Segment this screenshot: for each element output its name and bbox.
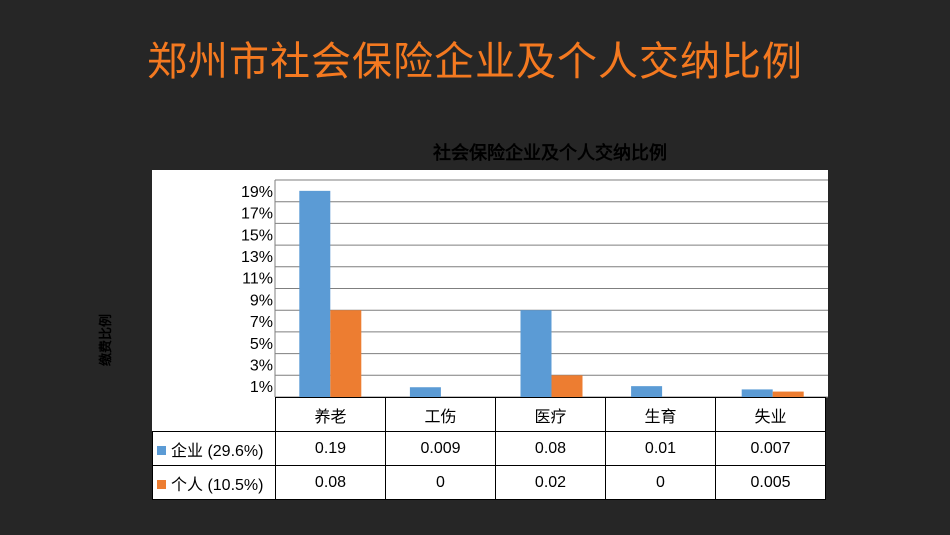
data-label: 0.01 xyxy=(605,431,716,466)
bar-enterprise-3 xyxy=(631,386,663,397)
data-label: 0.007 xyxy=(715,431,826,466)
y-tick-label: 1% xyxy=(250,379,273,396)
y-tick-label: 7% xyxy=(250,314,273,331)
y-tick-label: 5% xyxy=(250,336,273,353)
data-label: 0 xyxy=(385,465,496,500)
bar-individual-2 xyxy=(551,375,583,397)
category-label: 医疗 xyxy=(495,397,606,432)
table-corner xyxy=(152,397,276,432)
y-tick-label: 17% xyxy=(241,206,273,223)
slide-title: 郑州市社会保险企业及个人交纳比例 xyxy=(147,39,803,85)
data-table: 养老 工伤 医疗 生育 失业 企业 (29.6%) 0.19 0.009 0.0… xyxy=(152,397,826,500)
series-name: 个人 (10.5%) xyxy=(171,476,264,494)
y-tick-label: 11% xyxy=(242,271,273,288)
y-tick-label: 13% xyxy=(241,249,273,266)
category-label: 工伤 xyxy=(385,397,496,432)
data-label: 0.009 xyxy=(385,431,496,466)
y-tick-label: 3% xyxy=(250,357,273,374)
category-label: 养老 xyxy=(275,397,386,432)
chart-title: 社会保险企业及个人交纳比例 xyxy=(433,143,667,164)
bars xyxy=(299,190,804,397)
y-tick-label: 19% xyxy=(241,184,273,201)
table-header-row: 养老 工伤 医疗 生育 失业 xyxy=(152,397,826,432)
data-label: 0 xyxy=(605,465,716,500)
plot-background xyxy=(152,170,828,397)
data-label: 0.19 xyxy=(275,431,386,466)
table-row: 企业 (29.6%) 0.19 0.009 0.08 0.01 0.007 xyxy=(152,431,826,466)
legend-swatch xyxy=(157,479,166,489)
data-label: 0.02 xyxy=(495,465,606,500)
category-label: 失业 xyxy=(715,397,826,432)
legend-entry-individual: 个人 (10.5%) xyxy=(152,465,276,500)
y-tick-label: 15% xyxy=(241,227,273,244)
table-row: 个人 (10.5%) 0.08 0 0.02 0 0.005 xyxy=(152,465,826,500)
y-tick-label: 9% xyxy=(250,292,273,309)
y-tick-labels: 19% 17% 15% 13% 11% 9% 7% 5% 3% 1% xyxy=(241,184,273,396)
bar-individual-4 xyxy=(772,391,804,397)
data-label: 0.005 xyxy=(715,465,826,500)
bar-enterprise-2 xyxy=(520,310,552,397)
legend-entry-enterprise: 企业 (29.6%) xyxy=(152,431,276,466)
data-label: 0.08 xyxy=(495,431,606,466)
bar-enterprise-0 xyxy=(299,190,331,397)
data-label: 0.08 xyxy=(275,465,386,500)
legend-swatch xyxy=(157,445,166,455)
category-label: 生育 xyxy=(605,397,716,432)
series-name: 企业 (29.6%) xyxy=(171,442,264,460)
bar-enterprise-4 xyxy=(741,389,773,397)
bar-enterprise-1 xyxy=(409,387,441,397)
bar-individual-0 xyxy=(330,310,362,397)
